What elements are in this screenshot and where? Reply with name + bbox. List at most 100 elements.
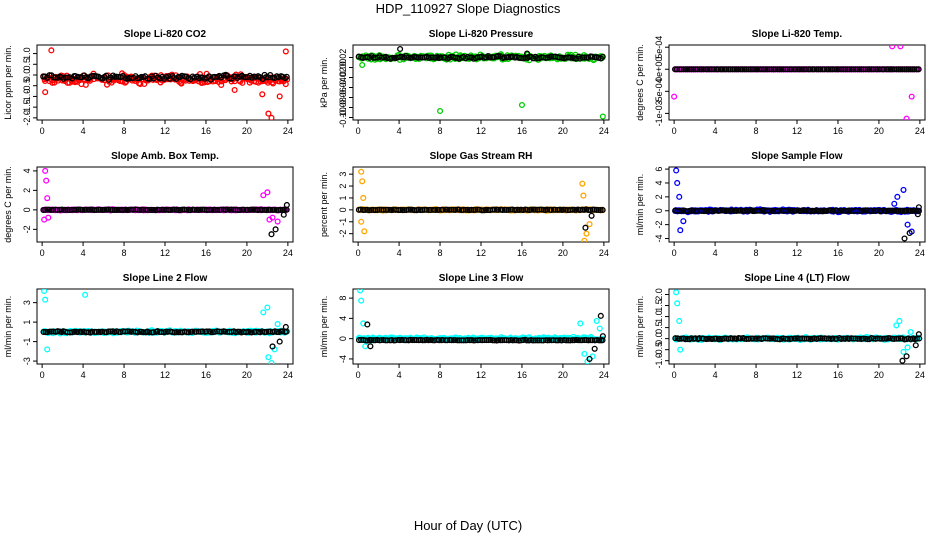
- filtered-outlier-point: [588, 212, 595, 219]
- filtered-data-point: [829, 335, 836, 342]
- y-tick-label: 2.0: [654, 288, 664, 301]
- filtered-outlier-point: [283, 201, 290, 209]
- filtered-data-point: [680, 66, 687, 73]
- filtered-data-point: [197, 206, 204, 213]
- raw-outlier-point: [259, 91, 266, 98]
- panel-title: Slope Amb. Box Temp.: [111, 151, 219, 162]
- raw-outlier-point: [359, 61, 366, 69]
- filtered-data-point: [756, 207, 763, 214]
- y-tick-label: -0.02: [338, 67, 348, 88]
- raw-outlier-point: [362, 343, 369, 350]
- filtered-data-point: [901, 66, 908, 73]
- y-tick-label: 4: [22, 168, 32, 173]
- y-tick-label: -0.06: [338, 87, 348, 108]
- filtered-data-point: [538, 206, 545, 213]
- y-tick-label: -4: [654, 235, 664, 243]
- filtered-data-point: [599, 206, 606, 214]
- x-tick-label: 4: [397, 248, 402, 258]
- filtered-data-point: [423, 206, 430, 213]
- filtered-data-point: [74, 73, 81, 80]
- panel-title: Slope Line 3 Flow: [439, 273, 524, 284]
- raw-outlier-point: [260, 309, 267, 316]
- filtered-data-point: [208, 206, 215, 213]
- filtered-data-point: [389, 54, 396, 61]
- filtered-data-point: [273, 207, 280, 214]
- filtered-data-point: [792, 66, 799, 73]
- filtered-data-point: [766, 207, 773, 214]
- x-tick-label: 0: [40, 370, 45, 380]
- raw-outlier-point: [45, 214, 52, 221]
- y-axis-label: ml/min per min.: [635, 296, 645, 358]
- y-tick-label: -1.0: [22, 89, 32, 105]
- chart-panel: Slope Li-820 CO2 0 4 8 12 16 20 24 1.00.50.0-0.5…: [3, 29, 294, 136]
- panel-title: Slope Line 4 (LT) Flow: [744, 273, 850, 284]
- filtered-data-point: [499, 206, 506, 214]
- filtered-data-point: [885, 66, 892, 73]
- filtered-data-point: [899, 208, 906, 215]
- filtered-data-point: [505, 206, 512, 213]
- filtered-data-point: [79, 206, 86, 213]
- filtered-data-point: [823, 207, 830, 214]
- raw-outlier-point: [358, 168, 365, 175]
- filtered-data-point: [185, 329, 192, 336]
- filtered-outlier-point: [899, 357, 906, 364]
- y-tick-label: -2.0: [22, 110, 32, 126]
- filtered-data-point: [207, 329, 214, 336]
- filtered-data-point: [528, 206, 535, 213]
- series-points: [672, 289, 923, 364]
- x-tick-label: 4: [81, 126, 86, 136]
- filtered-data-point: [678, 335, 685, 342]
- raw-outlier-point: [907, 328, 914, 336]
- filtered-data-point: [852, 335, 859, 342]
- y-tick-label: -0.04: [338, 77, 348, 98]
- plot-frame: [668, 44, 926, 121]
- chart-panel: Slope Line 3 Flow 0 4 8 12 16 20 24 8 4 0 -4 ml/min …: [319, 273, 610, 380]
- y-tick-label: -0.08: [338, 97, 348, 118]
- filtered-data-point: [472, 206, 479, 213]
- filtered-data-point: [436, 337, 443, 344]
- y-tick-label: 0: [338, 207, 348, 212]
- y-axis-label: ml/min per min.: [319, 296, 329, 358]
- raw-outlier-point: [358, 297, 365, 304]
- x-tick-label: 0: [356, 126, 361, 136]
- x-tick-label: 16: [833, 370, 843, 380]
- filtered-data-point: [585, 337, 592, 344]
- filtered-data-point: [491, 206, 498, 213]
- x-tick-label: 4: [81, 248, 86, 258]
- filtered-outlier-point: [914, 211, 921, 218]
- filtered-data-point: [199, 328, 206, 335]
- raw-outlier-point: [269, 214, 276, 221]
- raw-outlier-point: [42, 89, 49, 96]
- filtered-data-point: [733, 207, 740, 215]
- plot-frame: [352, 166, 610, 243]
- filtered-data-point: [189, 328, 196, 335]
- x-tick-label: 8: [122, 248, 127, 258]
- filtered-data-point: [895, 335, 902, 342]
- filtered-data-point: [798, 66, 805, 73]
- filtered-data-point: [842, 66, 849, 73]
- filtered-data-point: [793, 207, 800, 214]
- x-tick-label: 20: [242, 248, 252, 258]
- raw-outlier-point: [900, 348, 907, 355]
- filtered-data-point: [64, 206, 71, 214]
- filtered-data-point: [548, 206, 555, 214]
- filtered-data-point: [142, 206, 149, 213]
- plot-frame: [668, 288, 926, 365]
- filtered-data-point: [866, 66, 873, 73]
- x-tick-label: 24: [599, 248, 609, 258]
- filtered-outlier-point: [364, 321, 371, 328]
- x-tick-label: 16: [833, 126, 843, 136]
- filtered-outlier-point: [906, 229, 913, 237]
- panel-title: Slope Line 2 Flow: [123, 273, 208, 284]
- plot-frame: [668, 166, 926, 243]
- filtered-data-point: [729, 66, 736, 73]
- raw-outlier-point: [671, 93, 678, 100]
- raw-outlier-point: [360, 194, 367, 202]
- filtered-outlier-point: [599, 333, 606, 340]
- filtered-data-point: [749, 335, 756, 342]
- filtered-data-point: [148, 206, 155, 213]
- y-axis-label: percent per min.: [319, 172, 329, 237]
- filtered-data-point: [466, 337, 473, 344]
- x-tick-label: 0: [672, 370, 677, 380]
- raw-outlier-point: [583, 230, 590, 237]
